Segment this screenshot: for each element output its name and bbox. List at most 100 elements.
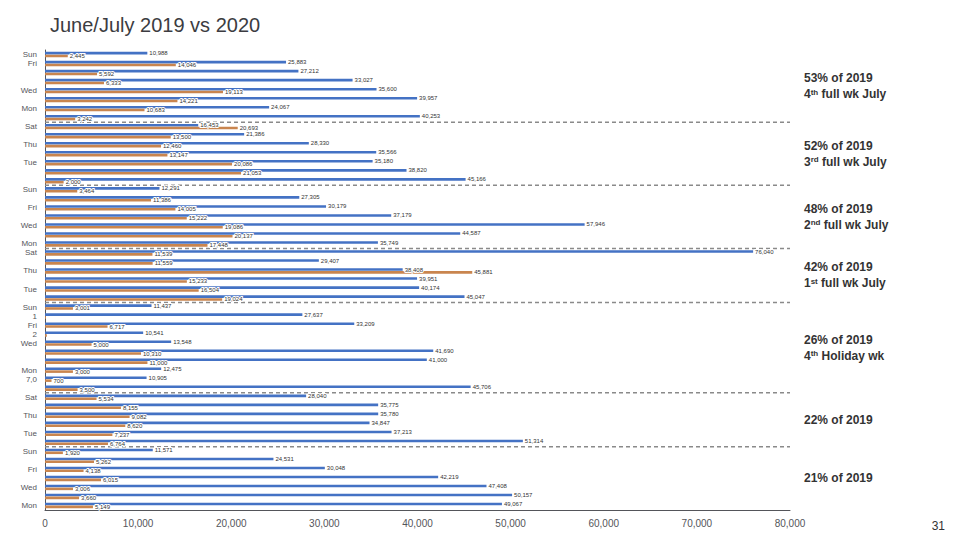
svg-text:Thu: Thu: [23, 140, 37, 149]
svg-text:20,086: 20,086: [234, 161, 253, 167]
svg-text:Sun: Sun: [23, 185, 37, 194]
svg-text:Wed: Wed: [21, 339, 37, 348]
svg-text:Mon: Mon: [21, 501, 37, 510]
svg-text:52% of 2019: 52% of 2019: [804, 139, 873, 153]
svg-text:full wk July: full wk July: [819, 155, 887, 169]
svg-text:3,000: 3,000: [75, 369, 91, 375]
svg-text:53% of 2019: 53% of 2019: [804, 71, 873, 85]
svg-text:3,006: 3,006: [75, 486, 91, 492]
svg-text:35,600: 35,600: [379, 86, 398, 92]
svg-text:30,179: 30,179: [328, 203, 347, 209]
svg-text:51,314: 51,314: [525, 438, 544, 444]
svg-text:41,690: 41,690: [435, 348, 454, 354]
svg-text:Tue: Tue: [24, 158, 38, 167]
svg-text:11,571: 11,571: [155, 447, 174, 453]
svg-text:8,155: 8,155: [123, 405, 139, 411]
svg-text:21,053: 21,053: [243, 170, 262, 176]
svg-text:16,504: 16,504: [201, 287, 220, 293]
svg-text:7,0: 7,0: [26, 375, 38, 384]
svg-text:13,147: 13,147: [169, 152, 188, 158]
svg-text:20,137: 20,137: [235, 233, 254, 239]
svg-text:27,212: 27,212: [300, 68, 319, 74]
svg-text:Wed: Wed: [21, 86, 37, 95]
svg-text:Tue: Tue: [24, 429, 38, 438]
svg-text:13,500: 13,500: [173, 134, 192, 140]
svg-text:60,000: 60,000: [588, 518, 619, 529]
svg-text:14,005: 14,005: [177, 206, 196, 212]
svg-text:24,067: 24,067: [271, 104, 290, 110]
svg-text:42,219: 42,219: [440, 474, 459, 480]
svg-text:Holiday wk: Holiday wk: [818, 349, 884, 363]
svg-text:28,040: 28,040: [308, 393, 327, 399]
svg-text:6,015: 6,015: [103, 477, 119, 483]
svg-text:70,000: 70,000: [682, 518, 713, 529]
svg-text:Sun: Sun: [23, 303, 37, 312]
svg-text:5,534: 5,534: [99, 396, 115, 402]
svg-text:Fri: Fri: [28, 465, 38, 474]
svg-text:35,180: 35,180: [375, 158, 394, 164]
svg-text:19,113: 19,113: [225, 89, 244, 95]
svg-text:47,408: 47,408: [488, 483, 507, 489]
svg-text:Fri: Fri: [28, 59, 38, 68]
svg-text:44,587: 44,587: [462, 230, 481, 236]
svg-text:Wed: Wed: [21, 221, 37, 230]
svg-text:21,386: 21,386: [246, 131, 265, 137]
svg-text:12,475: 12,475: [163, 366, 182, 372]
svg-text:Sat: Sat: [25, 393, 38, 402]
svg-text:37,179: 37,179: [393, 212, 412, 218]
svg-text:3,500: 3,500: [80, 387, 96, 393]
svg-text:full wk July: full wk July: [820, 218, 888, 232]
svg-text:Fri: Fri: [28, 321, 38, 330]
svg-text:Sun: Sun: [23, 50, 37, 59]
svg-text:5,262: 5,262: [96, 459, 112, 465]
svg-text:38,408: 38,408: [405, 267, 424, 273]
svg-text:3,660: 3,660: [81, 495, 97, 501]
svg-text:Mon: Mon: [21, 239, 37, 248]
svg-text:nd: nd: [811, 218, 821, 227]
svg-text:24,531: 24,531: [275, 456, 294, 462]
svg-text:28,330: 28,330: [311, 140, 330, 146]
svg-text:16,453: 16,453: [200, 122, 219, 128]
svg-text:27,305: 27,305: [301, 194, 320, 200]
svg-text:42% of 2019: 42% of 2019: [804, 260, 873, 274]
svg-text:3,464: 3,464: [79, 188, 95, 194]
svg-text:45,166: 45,166: [468, 176, 487, 182]
svg-text:26% of 2019: 26% of 2019: [804, 333, 873, 347]
svg-text:15,222: 15,222: [189, 215, 208, 221]
svg-text:17,448: 17,448: [209, 242, 228, 248]
svg-text:11,437: 11,437: [154, 303, 173, 309]
svg-text:10,905: 10,905: [149, 375, 168, 381]
svg-text:Wed: Wed: [21, 483, 37, 492]
svg-text:30,000: 30,000: [309, 518, 340, 529]
svg-text:35,749: 35,749: [380, 240, 399, 246]
svg-text:34,847: 34,847: [372, 420, 391, 426]
svg-text:15,233: 15,233: [189, 278, 208, 284]
svg-text:700: 700: [54, 378, 65, 384]
svg-text:9,082: 9,082: [132, 414, 148, 420]
svg-text:10,988: 10,988: [149, 50, 168, 56]
svg-text:th: th: [811, 88, 819, 97]
svg-text:14,046: 14,046: [178, 62, 197, 68]
svg-text:29,407: 29,407: [321, 258, 340, 264]
svg-text:45,047: 45,047: [467, 294, 486, 300]
svg-text:13,548: 13,548: [173, 339, 192, 345]
svg-text:2,445: 2,445: [70, 53, 86, 59]
svg-text:20,000: 20,000: [216, 518, 247, 529]
svg-text:31: 31: [932, 519, 946, 533]
svg-text:11,000: 11,000: [149, 360, 168, 366]
svg-text:35,780: 35,780: [380, 411, 399, 417]
svg-text:27,637: 27,637: [304, 312, 323, 318]
svg-text:2: 2: [33, 330, 38, 339]
svg-text:76,040: 76,040: [755, 249, 774, 255]
svg-text:39,951: 39,951: [419, 276, 438, 282]
svg-text:10,683: 10,683: [146, 107, 165, 113]
svg-text:Mon: Mon: [21, 104, 37, 113]
svg-text:11,386: 11,386: [153, 197, 172, 203]
svg-text:Mon: Mon: [21, 366, 37, 375]
svg-text:4,138: 4,138: [86, 468, 102, 474]
svg-text:45,881: 45,881: [474, 269, 493, 275]
svg-text:1,920: 1,920: [65, 450, 81, 456]
svg-text:30,048: 30,048: [327, 465, 346, 471]
svg-text:33,027: 33,027: [355, 77, 374, 83]
svg-text:5,149: 5,149: [95, 504, 111, 510]
